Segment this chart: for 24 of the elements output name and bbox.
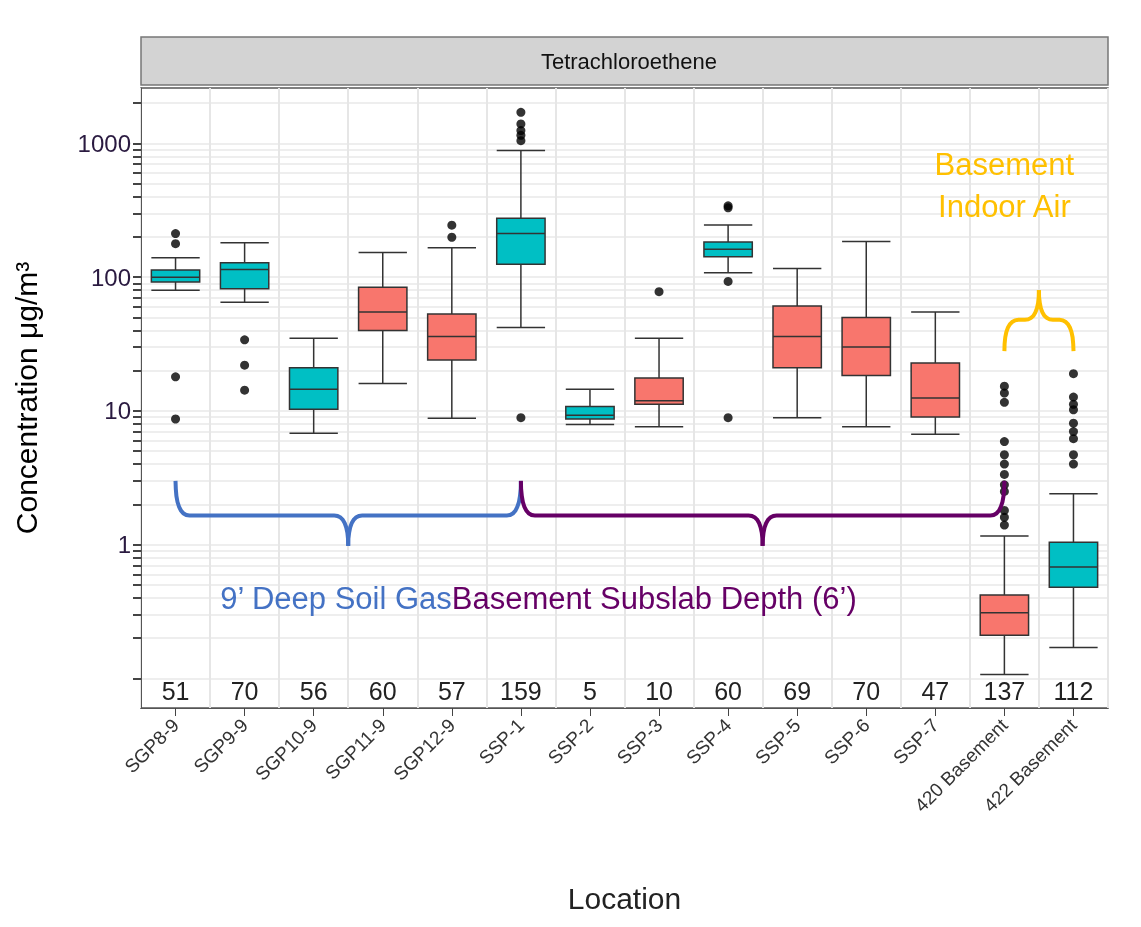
annotation: 112 bbox=[1053, 677, 1094, 706]
annotation: 159 bbox=[500, 677, 542, 706]
y-tick-label: 1 bbox=[117, 531, 131, 559]
annotation: 10 bbox=[645, 677, 673, 706]
annotation: 60 bbox=[714, 677, 743, 706]
annotation: 56 bbox=[299, 677, 328, 706]
annotation: 5 bbox=[583, 677, 597, 706]
y-tick-label: 100 bbox=[90, 263, 131, 291]
annotation: 60 bbox=[368, 677, 397, 706]
annotation: 70 bbox=[852, 677, 881, 706]
y-axis-title: Concentration μg/m³ bbox=[9, 261, 43, 535]
annotation: 137 bbox=[983, 677, 1026, 706]
annotation: 69 bbox=[783, 677, 812, 706]
annotation: 9’ Deep Soil Gas bbox=[219, 579, 452, 618]
chart-title: Tetrachloroethene bbox=[540, 48, 718, 74]
x-axis-title: Location bbox=[567, 881, 682, 915]
annotation: Basement Subslab Depth (6’) bbox=[451, 579, 858, 618]
annotation: 51 bbox=[161, 677, 190, 706]
annotation: Basement Indoor Air bbox=[933, 146, 1076, 227]
annotation: 47 bbox=[921, 677, 950, 706]
y-tick-label: 10 bbox=[104, 397, 131, 425]
y-tick-label: 1000 bbox=[77, 129, 131, 157]
annotation: 57 bbox=[437, 677, 466, 706]
annotation: 70 bbox=[230, 677, 259, 706]
